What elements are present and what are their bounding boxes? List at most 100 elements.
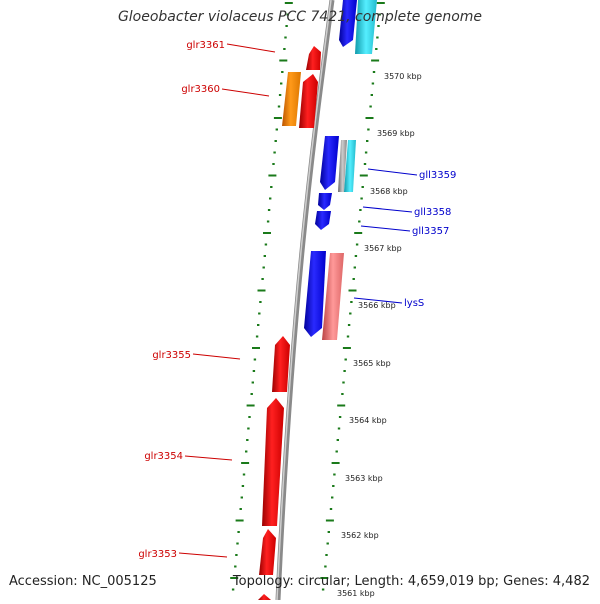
forward-strand-tick bbox=[241, 485, 245, 487]
forward-strand-tick bbox=[278, 94, 282, 96]
reverse-strand-tick bbox=[370, 94, 373, 96]
forward-strand-tick bbox=[258, 312, 261, 315]
reverse-strand-tick bbox=[348, 289, 357, 292]
reverse-strand-tick bbox=[341, 393, 344, 395]
gene-top-cyan bbox=[355, 0, 377, 54]
gene-gll3357 bbox=[315, 211, 331, 230]
reverse-strand-tick bbox=[350, 301, 353, 303]
genome-title: Gloeobacter violaceus PCC 7421, complete… bbox=[117, 9, 483, 25]
label-gll3359: gll3359 bbox=[419, 170, 456, 181]
reverse-strand-tick bbox=[321, 588, 325, 591]
reverse-strand-tick bbox=[337, 427, 341, 430]
forward-strand-tick bbox=[250, 393, 253, 395]
forward-strand-tick bbox=[257, 289, 266, 292]
reverse-strand-tick bbox=[367, 128, 370, 131]
scale-label-3561: 3561 kbp bbox=[337, 589, 375, 598]
scale-label-3565: 3565 kbp bbox=[353, 359, 391, 368]
gene-glr3355 bbox=[272, 336, 290, 392]
forward-strand-ticks bbox=[230, 2, 293, 591]
forward-strand-tick bbox=[270, 186, 273, 188]
forward-strand-tick bbox=[237, 531, 240, 533]
reverse-strand-tick bbox=[327, 531, 330, 533]
forward-strand-tick bbox=[279, 59, 288, 62]
scale-label-3562: 3562 kbp bbox=[341, 531, 379, 540]
reverse-strand-tick bbox=[376, 2, 385, 4]
forward-strand-tick bbox=[262, 266, 265, 269]
forward-strand-tick bbox=[252, 347, 260, 349]
forward-strand-tick bbox=[263, 232, 271, 234]
forward-strand-tick bbox=[280, 82, 283, 85]
reverse-strand-tick bbox=[337, 404, 346, 407]
reverse-strand-tick bbox=[359, 209, 362, 211]
accession-label: Accession: NC_005125 bbox=[9, 574, 157, 589]
scale-label-3568: 3568 kbp bbox=[370, 187, 408, 196]
reverse-strand-tick bbox=[355, 243, 359, 246]
reverse-strand-tick bbox=[332, 485, 335, 487]
reverse-strand-tick bbox=[369, 105, 372, 108]
gene-gll3359-cyan bbox=[344, 140, 356, 192]
reverse-strand-ticks bbox=[320, 2, 385, 591]
reverse-strand-tick bbox=[325, 519, 334, 522]
gene-gll3358 bbox=[318, 193, 332, 210]
scale-label-3569: 3569 kbp bbox=[377, 129, 415, 138]
gene-glr3360 bbox=[299, 74, 318, 128]
scale-label-3570: 3570 kbp bbox=[384, 72, 422, 81]
forward-strand-tick bbox=[263, 255, 266, 257]
forward-strand-tick bbox=[248, 416, 251, 418]
gene-glr3354 bbox=[262, 398, 284, 526]
forward-strand-tick bbox=[240, 496, 243, 499]
reverse-strand-tick bbox=[346, 335, 350, 338]
forward-strand-tick bbox=[285, 25, 288, 27]
label-glr3353: glr3353 bbox=[138, 549, 177, 560]
reverse-strand-tick bbox=[364, 151, 368, 154]
forward-strand-tick bbox=[284, 36, 287, 39]
forward-strand-tick bbox=[267, 209, 271, 211]
forward-strand-tick bbox=[245, 450, 248, 453]
scale-label-3563: 3563 kbp bbox=[345, 474, 383, 483]
reverse-strand-tick bbox=[359, 174, 368, 177]
forward-strand-tick bbox=[251, 381, 254, 384]
label-glr3361: glr3361 bbox=[186, 40, 225, 51]
forward-strand-tick bbox=[247, 427, 250, 430]
reverse-strand-tick bbox=[331, 462, 340, 464]
reverse-strand-tick bbox=[324, 565, 327, 568]
forward-strand-tick bbox=[286, 13, 289, 16]
reverse-strand-tick bbox=[354, 232, 363, 234]
reverse-strand-tick bbox=[376, 36, 379, 39]
scale-label-3564: 3564 kbp bbox=[349, 416, 387, 425]
label-glr3355: glr3355 bbox=[152, 350, 191, 361]
forward-strand-tick bbox=[257, 324, 260, 326]
reverse-strand-tick bbox=[354, 255, 358, 257]
reverse-strand-tick bbox=[365, 117, 374, 119]
forward-strand-tick bbox=[241, 462, 250, 464]
reverse-strand-tick bbox=[347, 324, 351, 326]
label-glr3354: glr3354 bbox=[144, 451, 183, 462]
scale-label-3566: 3566 kbp bbox=[358, 301, 396, 310]
reverse-strand-tick bbox=[342, 381, 345, 384]
reverse-strand-tick bbox=[377, 25, 380, 27]
reverse-strand-tick bbox=[361, 186, 364, 188]
reverse-strand-tick bbox=[338, 416, 342, 418]
reverse-strand-tick bbox=[329, 508, 333, 510]
forward-strand-tick bbox=[268, 174, 277, 177]
reverse-strand-tick bbox=[358, 220, 361, 223]
genome-backbone bbox=[275, 0, 335, 601]
reverse-strand-tick bbox=[343, 370, 346, 372]
reverse-strand-tick bbox=[371, 82, 375, 85]
gene-top-blue bbox=[339, 0, 357, 47]
forward-strand-tick bbox=[284, 2, 293, 4]
reverse-strand-tick bbox=[335, 450, 338, 453]
reverse-strand-tick bbox=[372, 71, 376, 73]
gene-orange bbox=[282, 72, 301, 126]
reverse-strand-tick bbox=[349, 312, 352, 315]
forward-strand-tick bbox=[273, 151, 276, 154]
scale-label-3567: 3567 kbp bbox=[364, 244, 402, 253]
reverse-strand-tick bbox=[363, 163, 367, 165]
forward-strand-tick bbox=[283, 48, 286, 50]
forward-strand-tick bbox=[234, 565, 237, 568]
forward-strand-tick bbox=[242, 473, 246, 476]
forward-strand-tick bbox=[235, 519, 244, 522]
forward-strand-tick bbox=[269, 197, 272, 200]
